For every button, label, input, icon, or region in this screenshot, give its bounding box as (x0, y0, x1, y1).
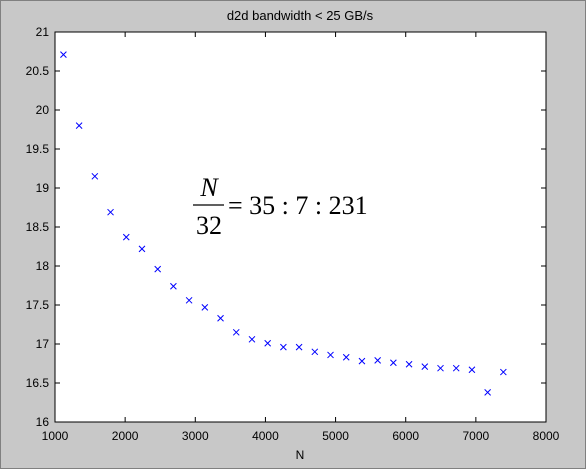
x-tick-label: 7000 (463, 429, 490, 443)
y-tick-label: 20 (36, 103, 50, 117)
y-tick-label: 19.5 (26, 142, 50, 156)
y-tick-label: 18 (36, 259, 50, 273)
marker (264, 339, 272, 347)
marker (390, 359, 397, 367)
marker (295, 343, 303, 351)
marker (421, 363, 429, 370)
y-tick-label: 17 (36, 337, 50, 351)
marker (468, 366, 476, 374)
chart-title: d2d bandwidth < 25 GB/s (227, 8, 374, 23)
marker (374, 357, 382, 364)
x-tick-label: 3000 (182, 429, 209, 443)
marker (311, 348, 319, 356)
x-tick-label: 4000 (252, 429, 279, 443)
marker (75, 122, 83, 129)
y-tick-label: 21 (36, 25, 50, 39)
y-tick-label: 16.5 (26, 376, 50, 390)
marker (201, 303, 209, 311)
marker (60, 51, 67, 58)
x-axis-label: N (296, 448, 305, 462)
annotation-numerator: N (199, 173, 219, 202)
annotation-denominator: 32 (196, 211, 222, 240)
marker (91, 172, 99, 180)
marker (484, 389, 491, 396)
y-tick-label: 16 (36, 415, 50, 429)
plot-area (54, 31, 547, 423)
y-tick-label: 20.5 (26, 64, 50, 78)
marker (327, 351, 334, 359)
y-tick-label: 18.5 (26, 220, 50, 234)
marker (280, 343, 287, 351)
marker (452, 364, 460, 372)
x-tick-label: 2000 (112, 429, 139, 443)
marker (342, 353, 350, 361)
marker (154, 265, 162, 273)
x-tick-label: 1000 (42, 429, 69, 443)
marker (122, 233, 130, 241)
marker (107, 208, 114, 216)
marker (437, 364, 444, 372)
annotation-rhs: = 35 : 7 : 231 (228, 191, 368, 220)
marker (358, 357, 366, 365)
marker (185, 296, 193, 304)
marker (138, 245, 146, 253)
x-tick-label: 8000 (533, 429, 560, 443)
marker (170, 282, 177, 290)
marker (405, 360, 413, 368)
x-tick-label: 6000 (392, 429, 419, 443)
marker (232, 328, 240, 336)
marker (248, 335, 256, 343)
marker (217, 314, 224, 322)
marker (499, 368, 507, 376)
y-tick-label: 17.5 (26, 298, 50, 312)
y-tick-label: 19 (36, 181, 50, 195)
x-tick-label: 5000 (322, 429, 349, 443)
